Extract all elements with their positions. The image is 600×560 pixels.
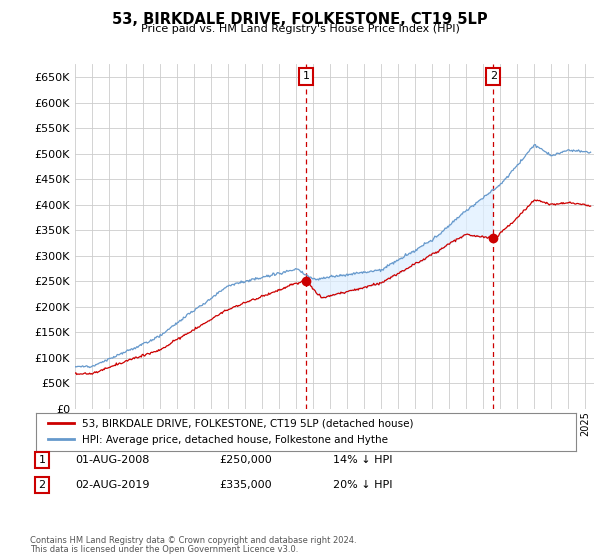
Text: 02-AUG-2019: 02-AUG-2019 — [75, 480, 149, 490]
Text: 1: 1 — [38, 455, 46, 465]
Legend: 53, BIRKDALE DRIVE, FOLKESTONE, CT19 5LP (detached house), HPI: Average price, d: 53, BIRKDALE DRIVE, FOLKESTONE, CT19 5LP… — [44, 414, 418, 449]
Text: £250,000: £250,000 — [219, 455, 272, 465]
Text: This data is licensed under the Open Government Licence v3.0.: This data is licensed under the Open Gov… — [30, 545, 298, 554]
Text: Price paid vs. HM Land Registry's House Price Index (HPI): Price paid vs. HM Land Registry's House … — [140, 24, 460, 34]
Text: £335,000: £335,000 — [219, 480, 272, 490]
Text: 01-AUG-2008: 01-AUG-2008 — [75, 455, 149, 465]
Text: 2: 2 — [38, 480, 46, 490]
Text: 1: 1 — [302, 71, 310, 81]
Text: Contains HM Land Registry data © Crown copyright and database right 2024.: Contains HM Land Registry data © Crown c… — [30, 536, 356, 545]
Text: 14% ↓ HPI: 14% ↓ HPI — [333, 455, 392, 465]
Text: 20% ↓ HPI: 20% ↓ HPI — [333, 480, 392, 490]
Text: 53, BIRKDALE DRIVE, FOLKESTONE, CT19 5LP: 53, BIRKDALE DRIVE, FOLKESTONE, CT19 5LP — [112, 12, 488, 27]
Text: 2: 2 — [490, 71, 497, 81]
